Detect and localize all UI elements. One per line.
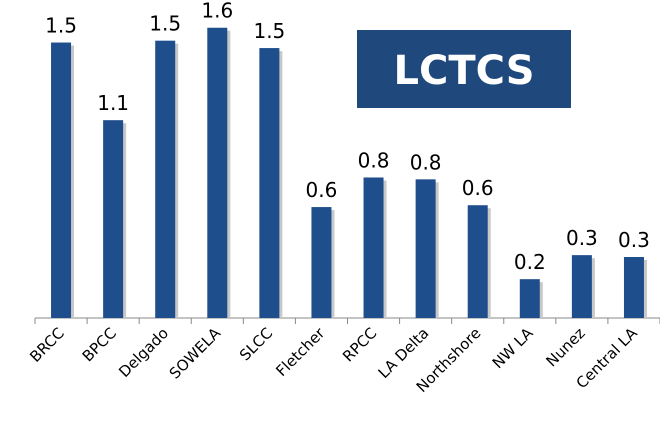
bar [155,40,176,319]
x-tick-label: Delgado [115,324,172,381]
bar [51,42,72,318]
bar [207,27,228,319]
x-tick-label: SOWELA [166,324,225,383]
bar [103,120,124,319]
value-label: 0.3 [566,226,598,250]
value-label: 1.6 [201,0,233,23]
value-label: 0.6 [306,178,338,202]
bar [259,48,280,319]
bar [623,256,644,318]
bar [363,177,384,318]
x-tick-label: RPCC [339,324,380,365]
x-tick-label: Nunez [542,324,588,370]
value-label: 0.3 [618,228,650,252]
bar [467,205,488,318]
value-label: 1.5 [149,12,181,36]
x-tick-label: SLCC [236,324,276,364]
value-label: 1.5 [253,19,285,43]
bar [519,279,540,318]
value-label: 0.8 [358,148,390,172]
value-label: 1.1 [97,91,129,115]
value-label: 0.6 [462,176,494,200]
x-tick-label: BRCC [26,324,68,366]
x-tick-label: Fletcher [272,324,328,380]
title-box [357,30,571,108]
x-tick-label: NW LA [489,324,537,372]
chart-title: LCTCS [393,48,534,94]
bar [415,179,436,318]
value-label: 0.2 [514,250,546,274]
value-label: 1.5 [45,14,77,38]
bar [571,255,592,318]
value-label: 0.8 [410,150,442,174]
bar [311,207,332,318]
x-tick-label: BPCC [79,324,120,365]
